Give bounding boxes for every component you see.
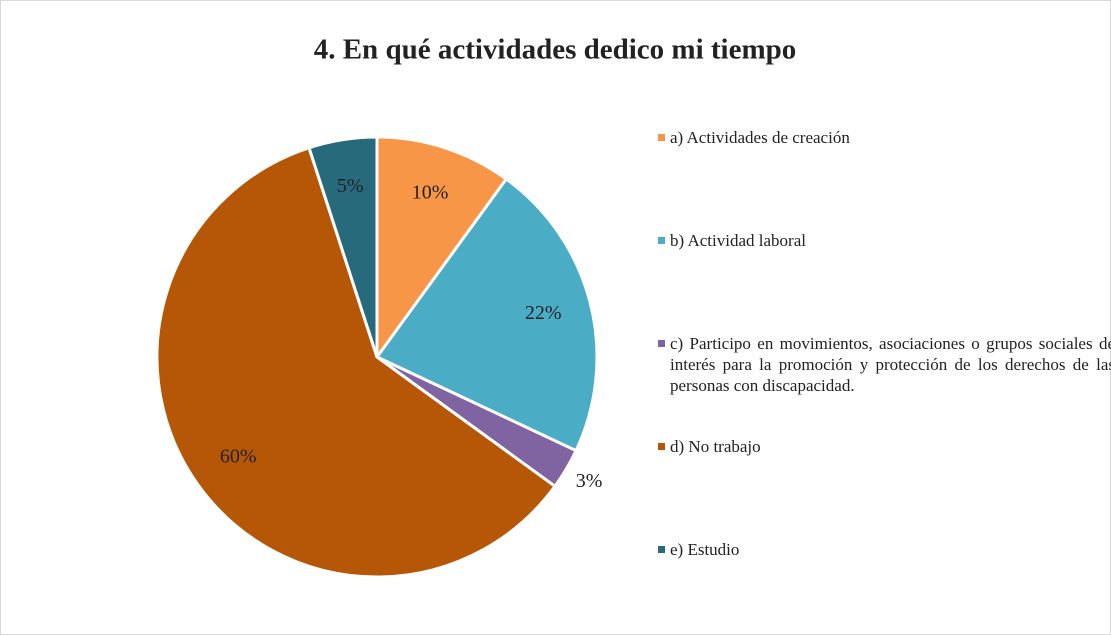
pie-slice	[307, 135, 379, 358]
legend-item: a) Actividades de creación	[658, 127, 1111, 148]
data-label: 22%	[525, 302, 562, 324]
legend-swatch	[658, 443, 665, 450]
pie-slice	[155, 145, 558, 579]
legend-label: c) Participo en movimientos, asociacione…	[670, 334, 1111, 395]
legend-item: b) Actividad laboral	[658, 230, 1111, 251]
data-label: 60%	[220, 445, 257, 467]
legend-item: d) No trabajo	[658, 436, 1111, 457]
legend-swatch	[658, 237, 665, 244]
chart-title: 4. En qué actividades dedico mi tiempo	[314, 34, 797, 66]
legend-label: e) Estudio	[670, 540, 740, 559]
legend-label: b) Actividad laboral	[670, 231, 806, 250]
legend-label: d) No trabajo	[670, 437, 761, 456]
legend-item: c) Participo en movimientos, asociacione…	[658, 333, 1111, 396]
data-label: 3%	[576, 470, 603, 492]
legend-swatch	[658, 546, 665, 553]
data-label: 5%	[337, 175, 364, 197]
pie-slice	[375, 135, 509, 362]
legend-label: a) Actividades de creación	[670, 128, 850, 147]
legend-swatch	[658, 134, 665, 141]
legend-swatch	[658, 340, 665, 347]
legend-item: e) Estudio	[658, 539, 1111, 560]
data-label: 10%	[412, 181, 449, 203]
